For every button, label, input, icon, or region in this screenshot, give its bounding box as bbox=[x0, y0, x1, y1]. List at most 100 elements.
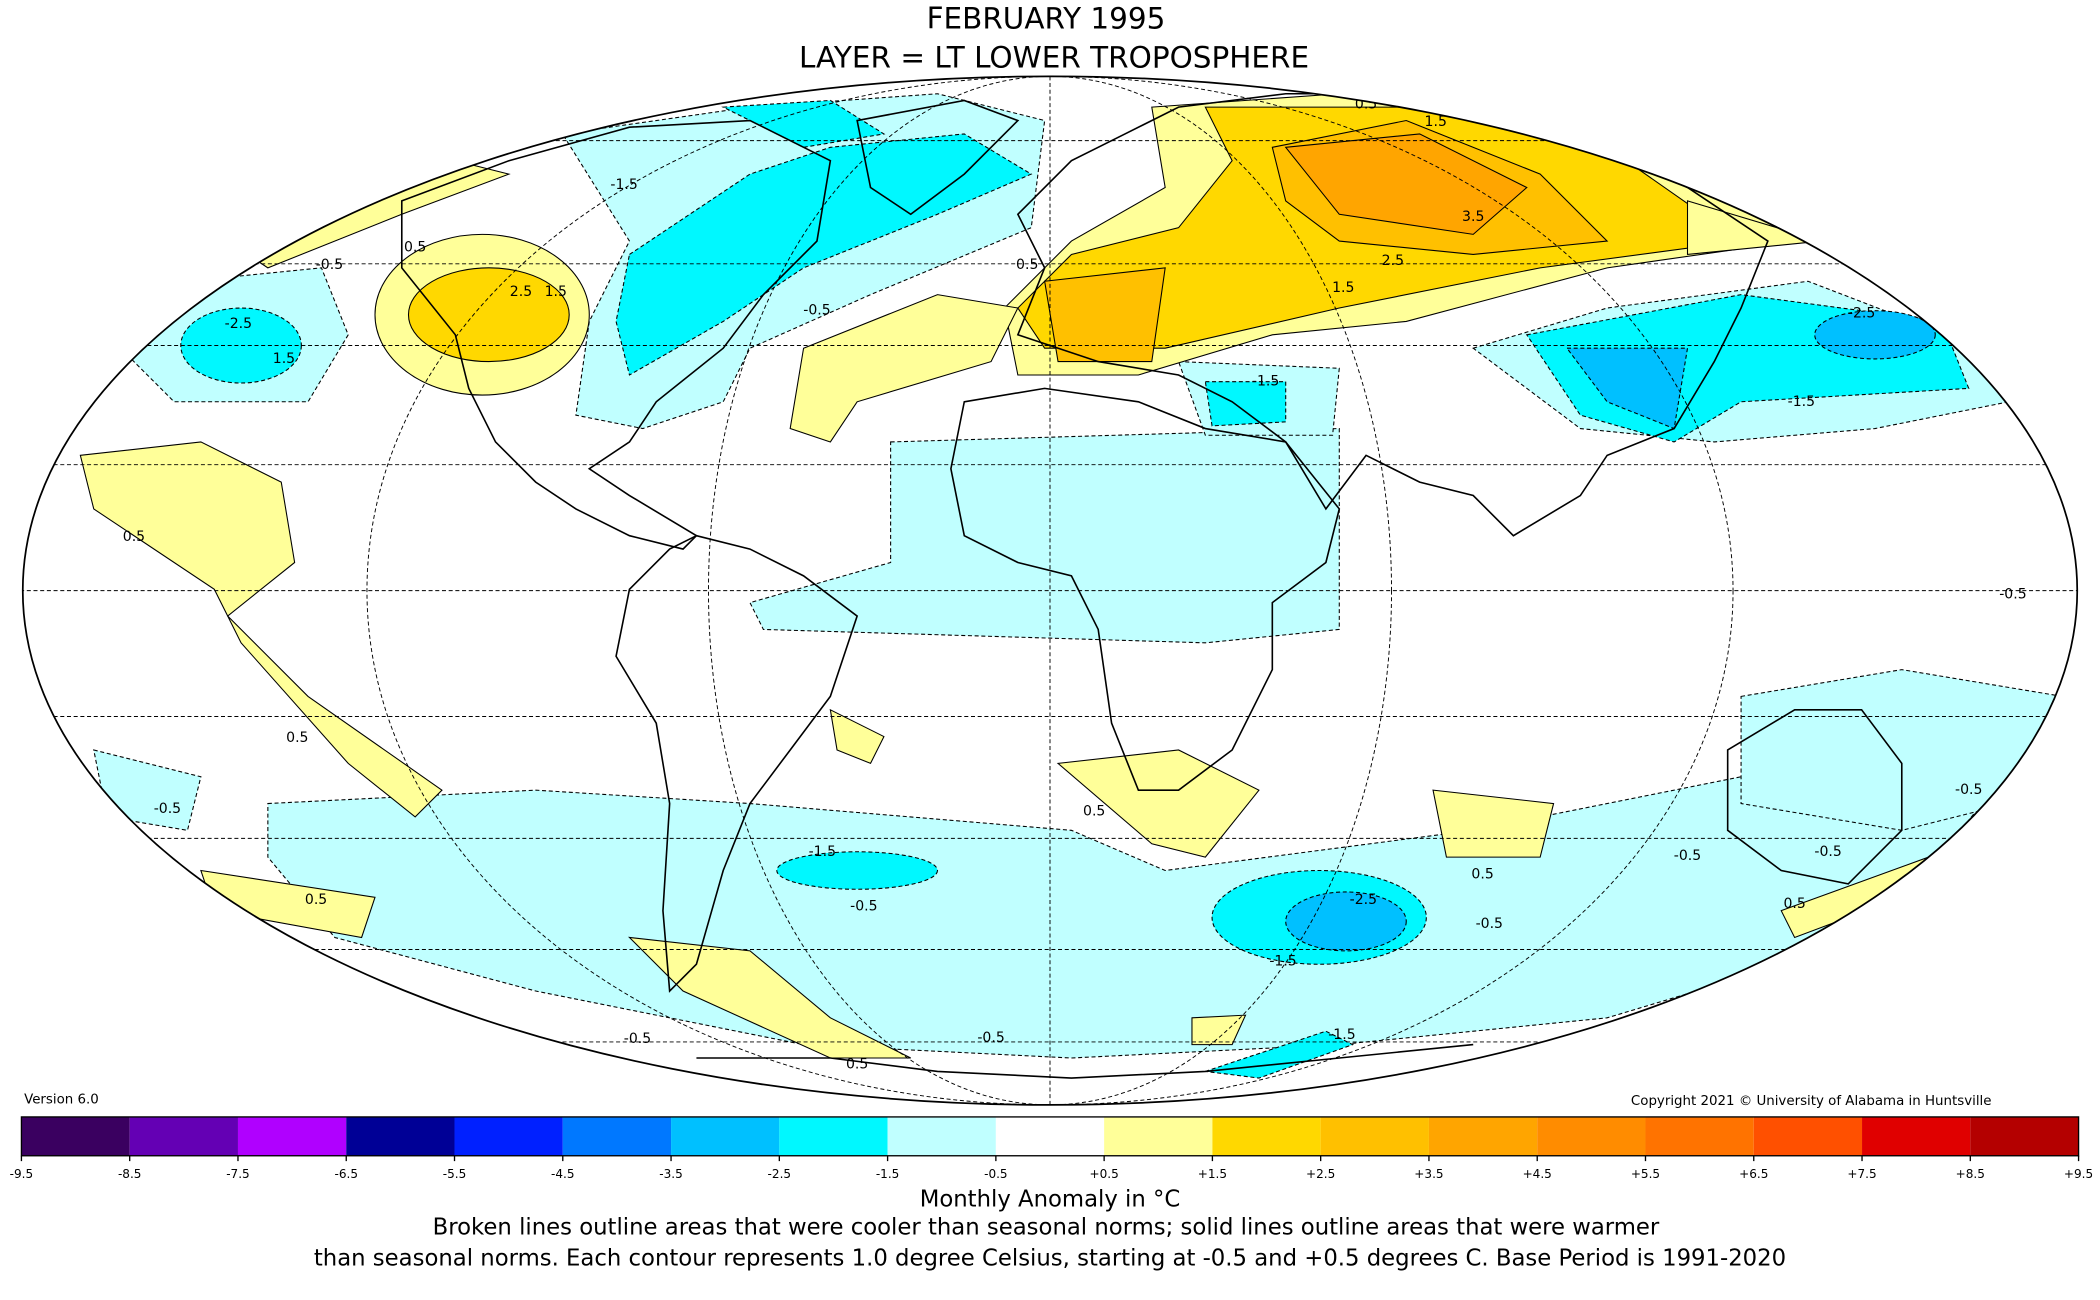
contour-label: 1.5 bbox=[545, 284, 567, 300]
contour-label: 0.5 bbox=[1783, 896, 1805, 912]
contour-label: -1.5 bbox=[1328, 1027, 1355, 1043]
contour-label: 0.5 bbox=[1083, 804, 1105, 820]
contour-label: -1.5 bbox=[1252, 374, 1279, 390]
colorbar-tick-label: -5.5 bbox=[443, 1167, 467, 1181]
colorbar-tick-label: -9.5 bbox=[10, 1167, 34, 1181]
colorbar-swatch bbox=[454, 1116, 563, 1156]
north-america bbox=[400, 119, 832, 550]
colorbar-swatch bbox=[1862, 1116, 1971, 1156]
contour-label: -0.5 bbox=[154, 801, 181, 817]
caption: Broken lines outline areas that were coo… bbox=[433, 1215, 1660, 1241]
antarctica bbox=[696, 1043, 1474, 1079]
colorbar: -9.5 -8.5 -7.5 -6.5 -5.5 -4.5 -3.5 -2.5 -1.5 -0.5… bbox=[10, 1116, 2093, 1181]
title: FEBRUARY 1995 bbox=[927, 2, 1166, 36]
contour-label: 1.5 bbox=[1425, 114, 1447, 130]
contour-label: 2.5 bbox=[1382, 253, 1404, 269]
anomaly-fields bbox=[79, 93, 2064, 1079]
subtitle: LAYER = LT LOWER TROPOSPHERE bbox=[799, 40, 1309, 74]
colorbar-swatch bbox=[1753, 1116, 1863, 1156]
copyright: Copyright 2021 © University of Alabama i… bbox=[1631, 1094, 1992, 1109]
colorbar-swatch bbox=[1320, 1116, 1429, 1156]
colorbar-label: Monthly Anomaly in °C bbox=[920, 1186, 1181, 1212]
anomaly-area bbox=[1284, 133, 1528, 235]
contour-labels: 0.5 1.5 -1.5 3.5 0.5 -0.5 2.5 1.5 0.5 -0.5 2.5 1.5 -… bbox=[123, 96, 2027, 1072]
colorbar-tick-label: +7.5 bbox=[1847, 1167, 1876, 1181]
anomaly-area bbox=[615, 133, 1033, 376]
colorbar-swatch bbox=[671, 1116, 780, 1156]
colorbar-tick-label: +0.5 bbox=[1090, 1167, 1119, 1181]
contour-label: -1.5 bbox=[809, 844, 836, 860]
anomaly-area bbox=[1056, 749, 1260, 858]
coastlines bbox=[400, 92, 1903, 1079]
colorbar-swatch bbox=[1104, 1116, 1213, 1156]
colorbar-tick-label: -2.5 bbox=[768, 1167, 792, 1181]
contour-label: -0.5 bbox=[624, 1031, 651, 1047]
colorbar-swatch bbox=[779, 1116, 888, 1156]
caption: than seasonal norms. Each contour repres… bbox=[314, 1245, 1786, 1271]
contour-label: -0.5 bbox=[1955, 782, 1982, 798]
colorbar-tick-label: +2.5 bbox=[1306, 1167, 1335, 1181]
anomaly-area bbox=[1044, 267, 1166, 363]
contour-label: 0.5 bbox=[305, 892, 327, 908]
anomaly-area bbox=[1814, 310, 1936, 360]
colorbar-tick-label: +4.5 bbox=[1523, 1167, 1552, 1181]
colorbar-tick-label: -4.5 bbox=[551, 1167, 575, 1181]
contour-label: -0.5 bbox=[1476, 916, 1503, 932]
south-america bbox=[615, 534, 859, 993]
colorbar-tick-label: -1.5 bbox=[876, 1167, 900, 1181]
colorbar-tick-label: -0.5 bbox=[984, 1167, 1008, 1181]
meridian bbox=[366, 76, 1734, 1105]
contour-label: 2.5 bbox=[510, 284, 532, 300]
contour-label: 0.5 bbox=[846, 1057, 868, 1073]
contour-label: -0.5 bbox=[1674, 848, 1701, 864]
colorbar-tick-label: -8.5 bbox=[118, 1167, 142, 1181]
colorbar-swatch bbox=[1645, 1116, 1754, 1156]
colorbar-swatch bbox=[887, 1116, 996, 1156]
globe-outline bbox=[21, 75, 2079, 1106]
anomaly-area bbox=[749, 428, 1340, 644]
map: 0.5 1.5 -1.5 3.5 0.5 -0.5 2.5 1.5 0.5 -0.5 2.5 1.5 -… bbox=[22, 76, 2078, 1105]
contour-label: -0.5 bbox=[316, 257, 343, 273]
africa bbox=[950, 387, 1341, 791]
anomaly-area bbox=[79, 441, 296, 617]
contour-label: 0.5 bbox=[286, 730, 308, 746]
anomaly-area bbox=[789, 294, 1019, 443]
anomaly-area bbox=[1205, 1030, 1355, 1079]
contour-label: 3.5 bbox=[1462, 209, 1484, 225]
colorbar-tick-label: +3.5 bbox=[1414, 1167, 1443, 1181]
anomaly-area bbox=[628, 936, 911, 1059]
colorbar-tick-label: -7.5 bbox=[226, 1167, 250, 1181]
anomaly-area bbox=[1191, 1014, 1247, 1046]
colorbar-swatch bbox=[562, 1116, 672, 1156]
australia bbox=[1726, 708, 1903, 885]
colorbar-tick-label: -6.5 bbox=[334, 1167, 358, 1181]
colorbar-swatch bbox=[995, 1116, 1105, 1156]
contour-label: 1.5 bbox=[1332, 280, 1354, 296]
colorbar-swatch bbox=[1970, 1116, 2079, 1156]
colorbar-swatch bbox=[21, 1116, 130, 1156]
contour-label: 1.5 bbox=[273, 351, 295, 367]
contour-label: -2.5 bbox=[1848, 305, 1875, 321]
contour-label: 0.5 bbox=[1016, 257, 1038, 273]
anomaly-area bbox=[1686, 200, 1822, 256]
contour-label: 0.5 bbox=[1355, 96, 1377, 112]
colorbar-swatch bbox=[1428, 1116, 1538, 1156]
contour-label: -0.5 bbox=[803, 303, 830, 319]
colorbar-tick-label: +6.5 bbox=[1739, 1167, 1768, 1181]
anomaly-area bbox=[829, 708, 885, 765]
version: Version 6.0 bbox=[24, 1093, 99, 1108]
colorbar-swatch bbox=[237, 1116, 347, 1156]
contour-label: 0.5 bbox=[123, 529, 145, 545]
colorbar-tick-label: +9.5 bbox=[2064, 1167, 2093, 1181]
greenland bbox=[856, 99, 1020, 216]
colorbar-tick-label: -3.5 bbox=[659, 1167, 683, 1181]
colorbar-swatch bbox=[129, 1116, 238, 1156]
anomaly-area bbox=[776, 851, 939, 890]
colorbar-frame bbox=[20, 1116, 2080, 1157]
contour-label: -2.5 bbox=[225, 316, 252, 332]
contour-label: -0.5 bbox=[977, 1030, 1004, 1046]
contour-label: 0.5 bbox=[1471, 867, 1493, 883]
contour-label: 0.5 bbox=[404, 240, 426, 256]
contour-label: -1.5 bbox=[1788, 394, 1815, 410]
